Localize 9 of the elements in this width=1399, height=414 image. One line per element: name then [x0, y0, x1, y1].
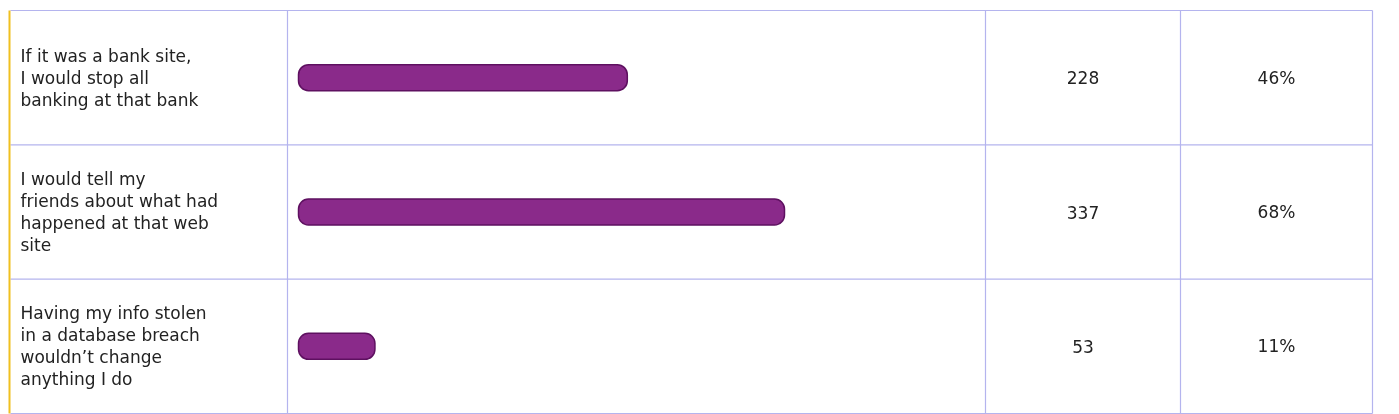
text: 11% — [1257, 336, 1296, 357]
data-label: 228 — [1066, 68, 1100, 89]
data-label: 337 — [1066, 202, 1100, 223]
y-tick-label: Having my info stolen in a database breach wouldn’t change anything I do — [20, 303, 207, 390]
y-tick-label: If it was a bank site, I would stop all banking at that bank — [20, 45, 199, 110]
text: 46% — [1257, 67, 1296, 88]
data-label: 53 — [1072, 336, 1094, 357]
text: 68% — [1257, 202, 1296, 222]
y-tick-label: I would tell my friends about what had happened at that web site — [20, 169, 219, 255]
